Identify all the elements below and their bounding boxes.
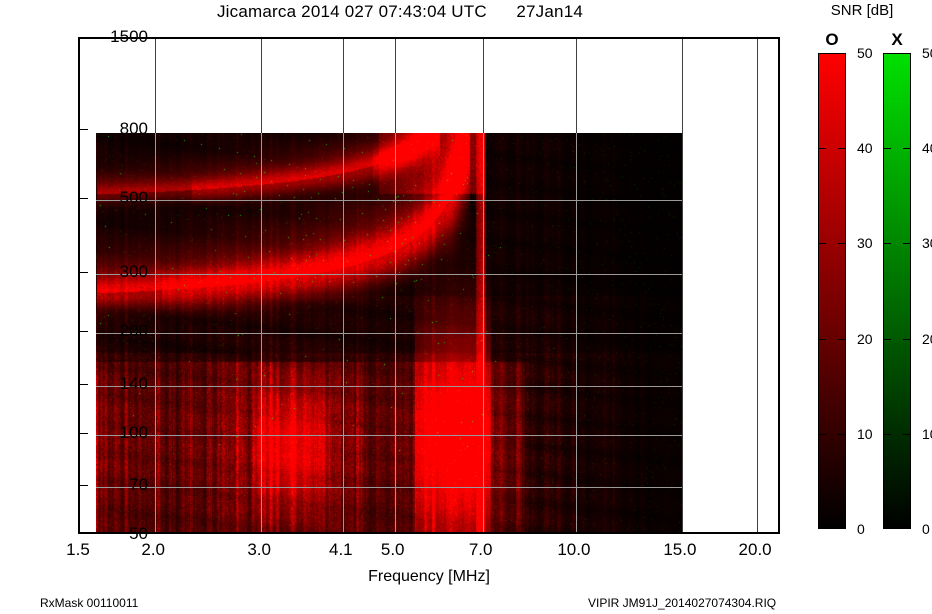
plot-area (78, 37, 780, 534)
colorbar-tick-mark (818, 148, 826, 150)
gridline-vertical (575, 133, 577, 532)
colorbar-tick-mark (903, 148, 911, 150)
colorbar-tick-label: 40 (857, 140, 873, 157)
colorbar-tick-mark (903, 338, 911, 340)
colorbar-x-label: X (891, 30, 903, 49)
y-tick-mark (78, 484, 88, 486)
y-tick-label: 300 (119, 262, 148, 282)
colorbar-tick-label: 0 (922, 521, 930, 537)
colorbar-tick-mark (883, 148, 891, 150)
colorbar-tick-label: 10 (857, 425, 873, 442)
colorbar-x-gradient (883, 53, 911, 529)
gridline-horizontal (96, 274, 682, 276)
y-tick-mark (78, 272, 88, 274)
gridline-vertical (342, 133, 344, 532)
y-tick-label: 800 (119, 118, 148, 138)
colorbar-tick-mark (818, 433, 826, 435)
gridline-vertical (681, 39, 683, 532)
colorbar-tick-mark (818, 338, 826, 340)
colorbar-tick-mark (838, 338, 846, 340)
y-tick-mark (78, 331, 88, 333)
gridline-vertical (482, 133, 484, 532)
y-tick-label: 100 (119, 422, 148, 442)
colorbar-tick-label: 10 (922, 425, 932, 442)
colorbar-tick-label: 50 (922, 45, 932, 61)
y-tick-mark (78, 432, 88, 434)
y-tick-label: 50 (129, 524, 148, 543)
y-tick-mark (78, 128, 88, 130)
colorbar-tick-mark (838, 148, 846, 150)
y-tick-mark (78, 383, 88, 385)
rxmask-footer: RxMask 00110011 (40, 596, 139, 610)
colorbar-o-gradient (818, 53, 846, 529)
page-title: Jicamarca 2014 027 07:43:04 UTC 27Jan14 (216, 2, 584, 21)
colorbar-tick-label: 30 (922, 235, 932, 252)
y-tick-label: 500 (119, 187, 148, 207)
y-tick-mark (78, 197, 88, 199)
colorbar-tick-mark (883, 433, 891, 435)
x-tick-label: 3.0 (247, 540, 271, 559)
colorbar-tick-mark (838, 243, 846, 245)
source-file-footer: VIPIR JM91J_2014027074304.RIQ (588, 596, 777, 610)
colorbar-tick-label: 20 (857, 330, 873, 347)
gridline-vertical (757, 39, 759, 532)
x-tick-label: 4.1 (329, 540, 353, 559)
colorbar-title: SNR [dB] (830, 2, 894, 19)
x-tick-label: 7.0 (468, 540, 493, 559)
colorbar-tick-mark (818, 243, 826, 245)
gridline-horizontal (96, 385, 682, 387)
colorbar-tick-mark (903, 433, 911, 435)
x-tick-label: 10.0 (557, 540, 591, 559)
x-tick-label: 2.0 (141, 540, 165, 559)
colorbar-tick-mark (903, 243, 911, 245)
x-axis-label: Frequency [MHz] (368, 568, 490, 585)
x-tick-label: 1.5 (66, 540, 90, 559)
y-tick-label: 200 (119, 321, 148, 341)
gridline-vertical (394, 133, 396, 532)
colorbar-tick-label: 20 (922, 330, 932, 347)
gridline-vertical (155, 133, 157, 532)
colorbar-tick-mark (883, 243, 891, 245)
gridline-horizontal (96, 486, 682, 488)
colorbar-tick-label: 40 (922, 140, 932, 157)
gridline-horizontal (96, 434, 682, 436)
ionogram-image (96, 133, 682, 532)
y-tick-label: 140 (119, 373, 148, 393)
colorbar-tick-mark (838, 433, 846, 435)
colorbar-tick-mark (883, 338, 891, 340)
colorbar-tick-label: 30 (857, 235, 873, 252)
colorbar-tick-label: 50 (857, 45, 873, 61)
y-tick-label: 70 (129, 474, 148, 494)
gridline-horizontal (96, 333, 682, 335)
gridline-horizontal (96, 199, 682, 201)
x-tick-label: 5.0 (380, 540, 405, 559)
x-tick-label: 15.0 (663, 540, 697, 559)
colorbar-o-label: O (825, 30, 839, 49)
x-tick-label: 20.0 (738, 540, 772, 559)
y-tick-label: 1500 (110, 27, 148, 46)
gridline-vertical (261, 133, 263, 532)
colorbar-tick-label: 0 (857, 521, 865, 537)
